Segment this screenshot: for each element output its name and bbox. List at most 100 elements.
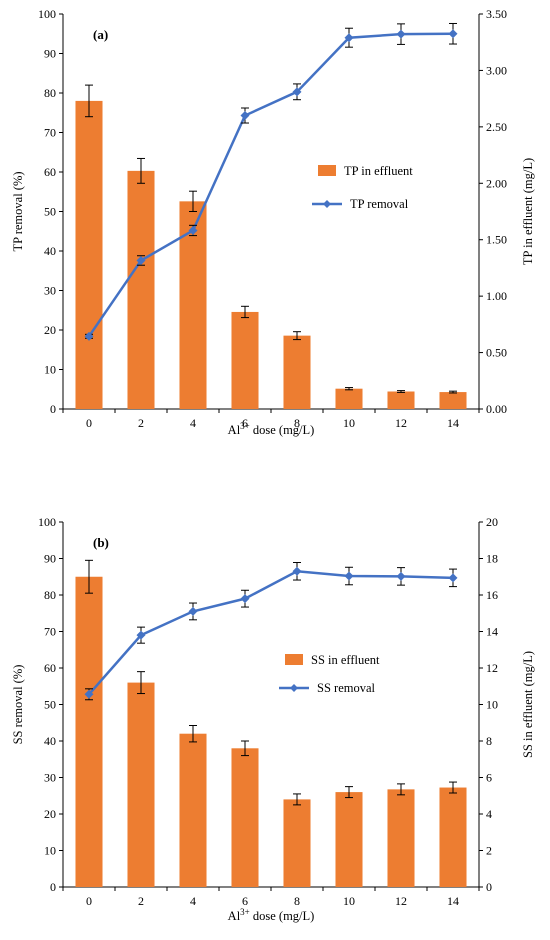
bar: [439, 392, 467, 409]
line-point: [292, 566, 302, 576]
line-point: [344, 571, 354, 581]
right-tick-label: 2: [486, 844, 492, 858]
left-tick-label: 100: [38, 7, 56, 21]
x-tick-label: 10: [343, 416, 355, 430]
panel-label: (a): [93, 27, 108, 42]
line-point: [344, 33, 354, 43]
right-tick-label: 20: [486, 515, 498, 529]
left-tick-label: 20: [44, 807, 56, 821]
right-tick-label: 3.50: [486, 7, 507, 21]
legend-label: SS in effluent: [311, 653, 380, 667]
chart-panel-a: 01020304050607080901000.000.501.001.502.…: [11, 7, 535, 437]
legend-label: TP in effluent: [344, 164, 413, 178]
left-y-axis-title: SS removal (%): [11, 665, 25, 745]
right-tick-label: 16: [486, 588, 498, 602]
right-tick-label: 18: [486, 552, 498, 566]
bar: [75, 576, 103, 887]
right-tick-label: 0.00: [486, 402, 507, 416]
legend: SS in effluent SS removal: [279, 653, 380, 695]
right-y-axis-title: SS in effluent (mg/L): [521, 651, 535, 758]
line-point: [136, 255, 146, 265]
x-tick-label: 8: [294, 894, 300, 908]
x-tick-label: 4: [190, 416, 196, 430]
x-tick-label: 6: [242, 416, 248, 430]
line-point: [84, 689, 94, 699]
bar: [439, 787, 467, 887]
x-tick-label: 12: [395, 894, 407, 908]
left-tick-label: 30: [44, 771, 56, 785]
bar: [127, 682, 155, 887]
line-point: [240, 594, 250, 604]
legend-line-marker: [323, 200, 331, 208]
left-y-axis-title: TP removal (%): [11, 171, 25, 251]
bar: [335, 388, 363, 409]
x-tick-label: 2: [138, 416, 144, 430]
bar: [127, 170, 155, 409]
left-tick-label: 90: [44, 552, 56, 566]
line-point: [136, 630, 146, 640]
left-tick-label: 70: [44, 625, 56, 639]
right-tick-label: 2.50: [486, 120, 507, 134]
left-tick-label: 60: [44, 165, 56, 179]
line-point: [448, 29, 458, 39]
right-tick-label: 1.50: [486, 233, 507, 247]
x-tick-label: 14: [447, 416, 459, 430]
left-tick-label: 10: [44, 363, 56, 377]
line-point: [396, 29, 406, 39]
line-point: [448, 573, 458, 583]
line-point: [188, 606, 198, 616]
x-tick-label: 8: [294, 416, 300, 430]
bar: [283, 799, 311, 887]
legend: TP in effluent TP removal: [312, 164, 413, 211]
x-tick-label: 10: [343, 894, 355, 908]
right-tick-label: 0: [486, 880, 492, 894]
left-tick-label: 0: [50, 880, 56, 894]
left-tick-label: 40: [44, 244, 56, 258]
series-line: [88, 569, 454, 696]
x-tick-label: 2: [138, 894, 144, 908]
bar: [179, 733, 207, 887]
legend-bar-swatch: [285, 654, 303, 665]
left-tick-label: 50: [44, 698, 56, 712]
legend-bar-swatch: [318, 165, 336, 176]
line-point: [84, 331, 94, 341]
left-tick-label: 30: [44, 284, 56, 298]
left-tick-label: 80: [44, 86, 56, 100]
x-tick-label: 6: [242, 894, 248, 908]
left-tick-label: 10: [44, 844, 56, 858]
left-tick-label: 90: [44, 47, 56, 61]
chart-panel-b: 0 10 20 30 40 50 60 70 80 90 100 0 2 4 6 8 10 12 14 16 18 20 0…: [11, 515, 535, 923]
right-tick-label: 1.00: [486, 289, 507, 303]
right-tick-label: 10: [486, 698, 498, 712]
legend-label: TP removal: [350, 197, 409, 211]
left-tick-label: 0: [50, 402, 56, 416]
x-tick-label: 0: [86, 416, 92, 430]
right-tick-label: 8: [486, 734, 492, 748]
line-point: [240, 111, 250, 121]
line-point: [292, 87, 302, 97]
left-tick-label: 50: [44, 205, 56, 219]
left-tick-label: 80: [44, 588, 56, 602]
x-tick-label: 4: [190, 894, 196, 908]
x-axis-title: Al3+ dose (mg/L): [228, 421, 315, 437]
line-point: [188, 225, 198, 235]
right-tick-label: 3.00: [486, 63, 507, 77]
right-y-axis-title: TP in effluent (mg/L): [521, 158, 535, 265]
bar: [387, 789, 415, 887]
bar: [231, 748, 259, 887]
right-tick-label: 12: [486, 661, 498, 675]
bar: [75, 100, 103, 410]
right-tick-label: 6: [486, 771, 492, 785]
x-axis-title: Al3+ dose (mg/L): [228, 907, 315, 923]
bar: [387, 391, 415, 409]
x-tick-label: 12: [395, 416, 407, 430]
bar: [231, 311, 259, 409]
x-tick-label: 0: [86, 894, 92, 908]
right-tick-label: 2.00: [486, 176, 507, 190]
left-tick-label: 40: [44, 734, 56, 748]
legend-line-marker: [290, 684, 298, 692]
right-tick-label: 0.50: [486, 346, 507, 360]
line-point: [396, 571, 406, 581]
left-tick-label: 20: [44, 323, 56, 337]
